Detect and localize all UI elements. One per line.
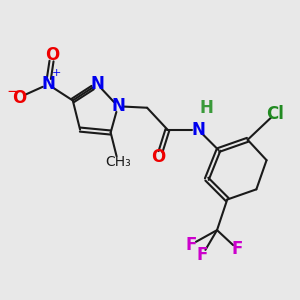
- Text: O: O: [152, 148, 166, 166]
- Text: N: N: [111, 97, 125, 115]
- Text: −: −: [7, 84, 20, 99]
- Text: +: +: [52, 68, 62, 78]
- Text: O: O: [45, 46, 59, 64]
- Text: CH₃: CH₃: [105, 155, 131, 169]
- Text: N: N: [91, 75, 104, 93]
- Text: Cl: Cl: [266, 105, 284, 123]
- Text: F: F: [185, 236, 196, 254]
- Text: N: N: [41, 75, 55, 93]
- Text: F: F: [232, 240, 243, 258]
- Text: N: N: [191, 121, 205, 139]
- Text: F: F: [197, 246, 208, 264]
- Text: O: O: [12, 88, 26, 106]
- Text: H: H: [200, 99, 214, 117]
